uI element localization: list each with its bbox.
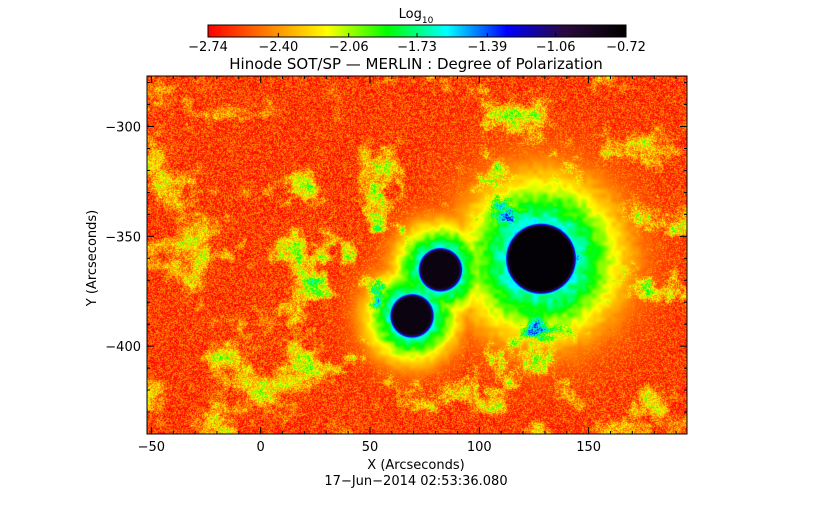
x-tick-label: 100 (467, 440, 492, 455)
y-tick-label: −300 (105, 121, 141, 136)
x-tick-label: 50 (362, 440, 379, 455)
y-tick-label: −400 (105, 340, 141, 355)
x-axis-label: X (Arcseconds) (367, 458, 464, 473)
colorbar-tick-label: −1.06 (536, 40, 576, 55)
x-tick-label: −50 (138, 440, 165, 455)
colorbar-label: Log10 (399, 7, 434, 26)
x-tick-label: 0 (257, 440, 265, 455)
x-tick-label: 150 (576, 440, 601, 455)
plot-frame (146, 75, 688, 435)
colorbar-tick-label: −1.39 (467, 40, 507, 55)
colorbar-tick-label: −1.73 (397, 40, 437, 55)
y-axis-label: Y (Arcseconds) (85, 210, 100, 307)
colorbar-ticks: −2.74 −2.40 −2.06 −1.73 −1.39 −1.06 −0.72 (188, 33, 646, 55)
timestamp: 17−Jun−2014 02:53:36.080 (324, 474, 507, 489)
colorbar-tick-label: −2.40 (258, 40, 298, 55)
colorbar-tick-label: −0.72 (606, 40, 646, 55)
y-tick-label: −350 (105, 230, 141, 245)
heatmap-area (147, 76, 687, 434)
colorbar-tick-label: −2.74 (188, 40, 228, 55)
colorbar-tick-label: −2.06 (329, 40, 369, 55)
chart-title: Hinode SOT/SP — MERLIN : Degree of Polar… (229, 55, 603, 73)
heatmap-image (147, 76, 687, 434)
y-axis-ticks: −300 −350 −400 (105, 82, 687, 435)
x-axis-ticks: −50 0 50 100 150 (138, 76, 677, 455)
